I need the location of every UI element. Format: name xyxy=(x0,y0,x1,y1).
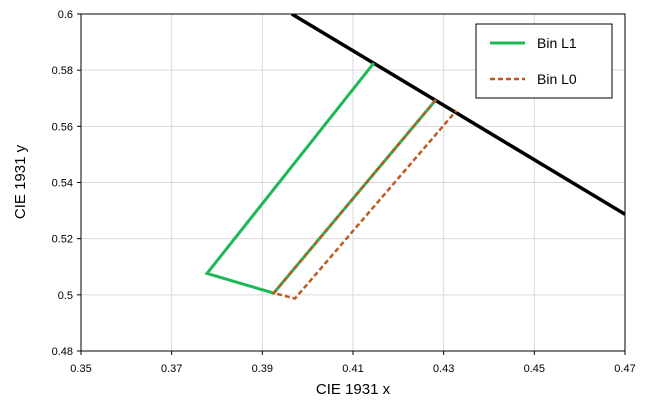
legend: Bin L1 Bin L0 xyxy=(475,23,613,99)
series-layer xyxy=(204,61,458,300)
x-tick-label: 0.39 xyxy=(252,363,273,375)
y-tick-label: 0.58 xyxy=(52,65,73,77)
x-tick-label: 0.37 xyxy=(161,363,182,375)
y-tick-label: 0.48 xyxy=(52,346,73,358)
y-axis-title: CIE 1931 y xyxy=(12,144,29,219)
x-tick-label: 0.47 xyxy=(614,363,635,375)
y-tick-label: 0.52 xyxy=(52,234,73,246)
legend-box xyxy=(475,23,613,99)
legend-label-bin-l1: Bin L1 xyxy=(537,35,577,51)
x-tick-label: 0.35 xyxy=(70,363,91,375)
x-tick-label: 0.41 xyxy=(342,363,363,375)
y-tick-label: 0.56 xyxy=(52,121,73,133)
legend-label-bin-l0: Bin L0 xyxy=(537,71,577,87)
boundary-line xyxy=(290,14,625,216)
y-tick-label: 0.54 xyxy=(52,178,73,190)
y-tick-label: 0.5 xyxy=(58,290,73,302)
x-axis-title: CIE 1931 x xyxy=(316,381,391,398)
series-bin-l1 xyxy=(204,61,438,295)
x-tick-label: 0.45 xyxy=(524,363,545,375)
y-tick-label: 0.6 xyxy=(58,9,73,21)
tick-labels: 0.35 0.37 0.39 0.41 0.43 0.45 0.47 0.48 0.5 0.52 0… xyxy=(52,9,636,375)
x-tick-label: 0.43 xyxy=(433,363,454,375)
